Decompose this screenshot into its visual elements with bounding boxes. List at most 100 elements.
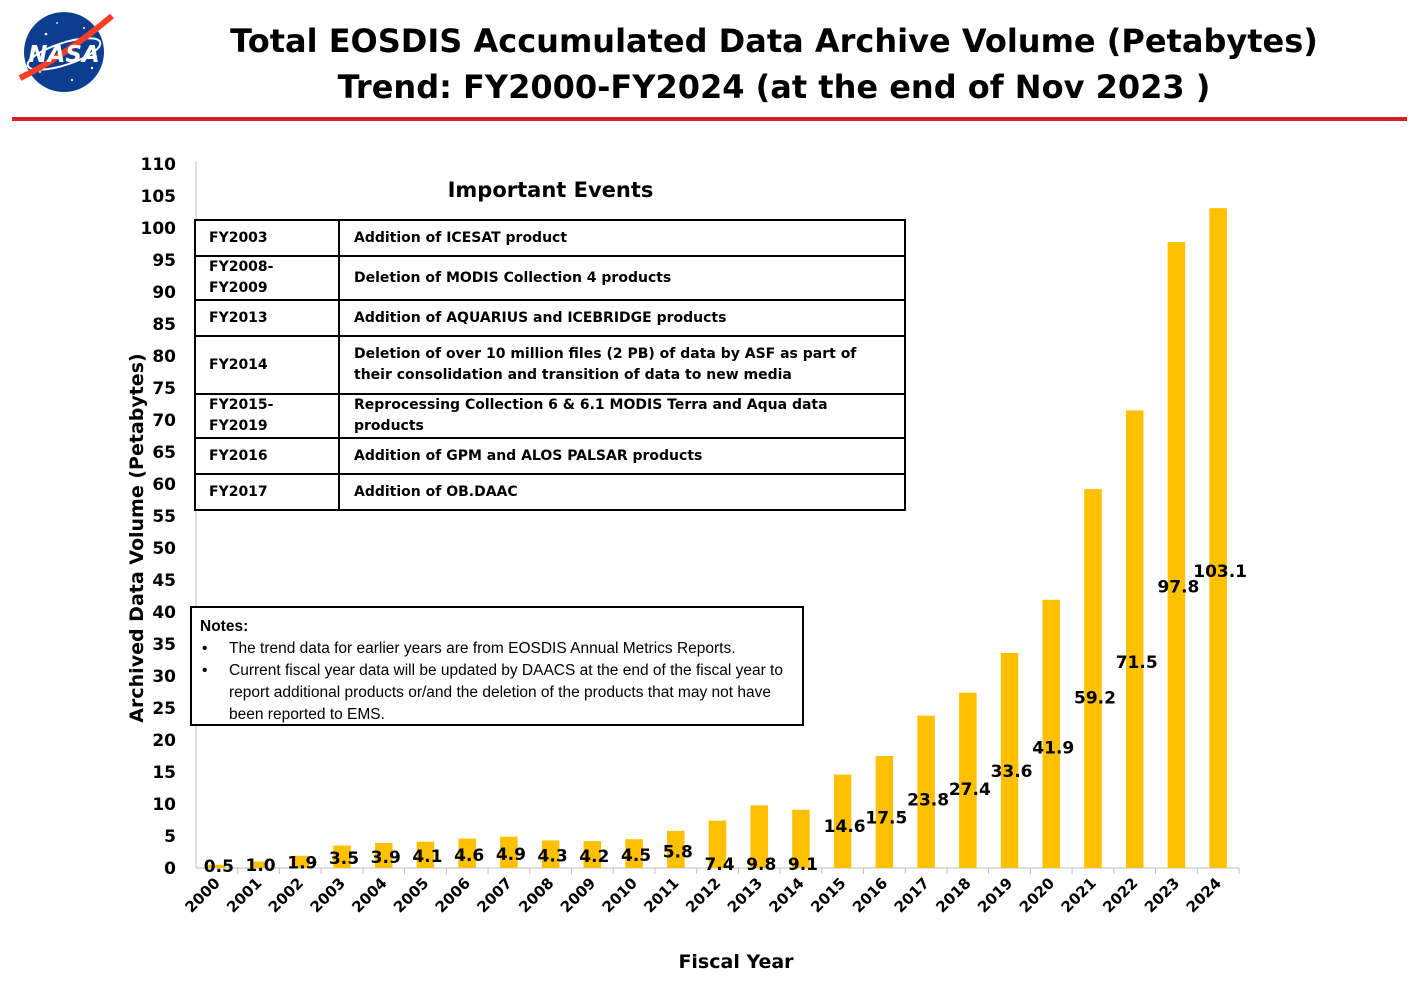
bar-series	[208, 208, 1227, 868]
bar	[500, 836, 518, 868]
bar	[1000, 652, 1019, 868]
bar	[1125, 410, 1144, 868]
y-tick-label: 90	[152, 283, 176, 303]
bar	[708, 820, 727, 868]
x-tick-label: 2006	[432, 874, 474, 916]
x-axis-title: Fiscal Year	[678, 951, 794, 973]
data-labels: 0.5 1.0 1.9 3.5 3.9 4.1 4.6 4.9 4.3 4.2 4.5 5.8 7.4 9…	[204, 562, 1247, 877]
bar	[792, 809, 810, 868]
bar	[1084, 489, 1102, 868]
event-row: FY2003 Addition of ICESAT product	[194, 219, 906, 257]
data-label: 0.5	[204, 857, 234, 877]
x-axis: 2000 2001 2002 2003 2004 2005 2006 2007 2008 2009…	[181, 867, 1240, 916]
event-period: FY2003	[194, 219, 340, 257]
event-row: FY2015-FY2019 Reprocessing Collection 6 &…	[194, 393, 906, 439]
notes-list: • The trend data for earlier years are fr…	[200, 638, 794, 726]
x-tick-label: 2000	[181, 874, 223, 916]
bullet-icon: •	[202, 662, 208, 679]
y-tick-label: 95	[152, 251, 176, 271]
bar	[541, 840, 560, 868]
x-tick-label: 2003	[307, 874, 349, 916]
x-tick-label: 2013	[724, 874, 766, 916]
important-events-table: FY2003 Addition of ICESAT product FY2008-F…	[194, 219, 906, 511]
y-tick-label: 60	[152, 475, 176, 495]
x-tick-label: 2010	[599, 874, 641, 916]
y-axis: 0 5 10 15 20 25 30 35 40 45 50 55 60 65 70 75 80 85 90 95 10…	[141, 155, 197, 879]
data-label: 27.4	[949, 780, 991, 800]
data-label: 97.8	[1157, 577, 1199, 597]
data-label: 4.3	[538, 847, 568, 867]
x-tick-label: 2016	[849, 874, 891, 916]
x-tick-label: 2022	[1099, 874, 1141, 916]
event-row: FY2014 Deletion of over 10 million files …	[194, 335, 906, 395]
title-line-2: Trend: FY2000-FY2024 (at the end of Nov …	[337, 68, 1211, 106]
data-label: 1.0	[246, 856, 276, 876]
event-row: FY2008-FY2009 Deletion of MODIS Collectio…	[194, 255, 906, 301]
data-label: 4.1	[412, 847, 442, 867]
note-item: • Current fiscal year data will be update…	[200, 660, 794, 726]
data-label: 7.4	[704, 855, 734, 875]
bar	[959, 692, 977, 868]
data-label: 1.9	[287, 854, 317, 874]
data-label: 3.5	[329, 849, 359, 869]
y-tick-label: 40	[152, 603, 176, 623]
data-label: 4.5	[621, 846, 651, 866]
y-tick-label: 20	[152, 731, 176, 751]
page-title: Total EOSDIS Accumulated Data Archive Vo…	[150, 18, 1398, 110]
y-tick-label: 25	[152, 699, 176, 719]
title-line-1: Total EOSDIS Accumulated Data Archive Vo…	[230, 22, 1318, 60]
x-tick-label: 2014	[766, 874, 808, 916]
y-tick-label: 50	[152, 539, 176, 559]
bar	[1167, 242, 1186, 868]
data-label: 17.5	[865, 809, 907, 829]
event-period: FY2016	[194, 437, 340, 475]
x-tick-label: 2001	[223, 874, 265, 916]
data-label: 14.6	[824, 817, 866, 837]
data-label: 4.9	[496, 845, 526, 865]
y-tick-label: 65	[152, 443, 176, 463]
data-label: 41.9	[1032, 738, 1074, 758]
x-tick-label: 2017	[891, 874, 933, 916]
x-tick-label: 2007	[473, 874, 515, 916]
x-tick-label: 2023	[1141, 874, 1183, 916]
y-tick-label: 30	[152, 667, 176, 687]
y-tick-label: 105	[141, 187, 177, 207]
x-tick-label: 2008	[515, 874, 557, 916]
event-description: Addition of ICESAT product	[338, 219, 906, 257]
event-description: Deletion of over 10 million files (2 PB)…	[338, 335, 906, 395]
data-label: 71.5	[1116, 653, 1158, 673]
nasa-logo: NASA	[18, 12, 114, 92]
y-tick-label: 45	[152, 571, 176, 591]
x-tick-label: 2018	[932, 874, 974, 916]
event-row: FY2013 Addition of AQUARIUS and ICEBRIDGE…	[194, 299, 906, 337]
bar	[625, 839, 643, 868]
event-description: Addition of OB.DAAC	[338, 473, 906, 511]
event-description: Deletion of MODIS Collection 4 products	[338, 255, 906, 301]
data-label: 5.8	[663, 842, 693, 862]
y-tick-label: 110	[141, 155, 177, 175]
note-item: • The trend data for earlier years are fr…	[200, 638, 794, 660]
bar	[1209, 208, 1227, 868]
y-tick-label: 0	[164, 859, 176, 879]
bar	[1042, 599, 1061, 868]
notes-box: Notes: • The trend data for earlier years…	[190, 606, 804, 726]
data-label: 23.8	[907, 790, 949, 810]
y-tick-label: 15	[152, 763, 176, 783]
event-period: FY2008-FY2009	[194, 255, 340, 301]
y-tick-label: 100	[141, 219, 177, 239]
x-tick-label: 2002	[265, 874, 307, 916]
event-period: FY2015-FY2019	[194, 393, 340, 439]
event-period: FY2013	[194, 299, 340, 337]
event-description: Reprocessing Collection 6 & 6.1 MODIS Te…	[338, 393, 906, 439]
bar	[583, 841, 602, 868]
data-label: 9.1	[788, 855, 818, 875]
data-label: 3.9	[371, 848, 401, 868]
data-label: 9.8	[746, 855, 776, 875]
y-tick-label: 75	[152, 379, 176, 399]
bar	[667, 830, 685, 868]
x-tick-label: 2004	[348, 874, 390, 916]
data-label: 103.1	[1193, 562, 1247, 582]
event-period: FY2017	[194, 473, 340, 511]
bar	[833, 774, 852, 868]
